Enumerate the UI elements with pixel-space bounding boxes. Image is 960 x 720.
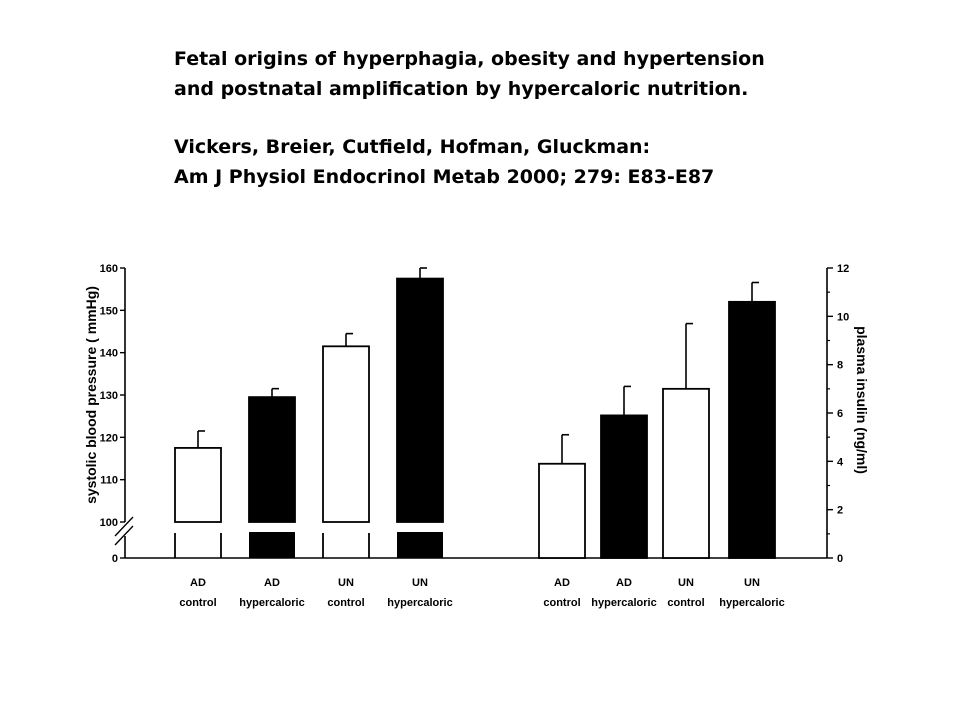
- left-category-sublabel: control: [327, 597, 364, 609]
- right-category-sublabel: control: [667, 597, 704, 609]
- left-category-sublabel: hypercaloric: [387, 597, 452, 609]
- left-bar: [248, 396, 296, 523]
- left-category-label: UN: [412, 577, 428, 589]
- right-y-tick-label: 0: [837, 553, 843, 565]
- left-category-label: AD: [264, 577, 280, 589]
- right-y-tick-label: 10: [837, 311, 849, 323]
- right-bar: [600, 414, 648, 559]
- right-bar: [538, 462, 586, 559]
- axis-break-mark: [114, 516, 134, 537]
- right-bar: [728, 300, 776, 559]
- left-category-sublabel: control: [179, 597, 216, 609]
- left-bar: [396, 277, 444, 523]
- left-category-sublabel: hypercaloric: [239, 597, 304, 609]
- right-y-tick-label: 6: [837, 408, 843, 420]
- left-bar: [174, 447, 222, 523]
- left-bar: [322, 345, 370, 523]
- header-block: Fetal origins of hyperphagia, obesity an…: [174, 44, 934, 192]
- right-category-sublabel: control: [543, 597, 580, 609]
- left-y-tick-label: 0: [112, 553, 118, 565]
- left-y-tick-label: 150: [100, 305, 118, 317]
- right-category-sublabel: hypercaloric: [591, 597, 656, 609]
- right-y-tick-label: 8: [837, 360, 843, 372]
- right-panel-plasma-insulin: 0 2 4 6 8 10 12 plasma insulin (ng/ml) AD control…: [538, 263, 870, 609]
- title-line-1: Fetal origins of hyperphagia, obesity an…: [174, 48, 765, 70]
- left-y-tick-label: 120: [100, 432, 118, 444]
- left-y-tick-label: 160: [100, 263, 118, 275]
- title-line-2: and postnatal amplification by hypercalo…: [174, 78, 749, 100]
- authors-line: Vickers, Breier, Cutfield, Hofman, Gluck…: [174, 136, 651, 158]
- right-category-label: UN: [678, 577, 694, 589]
- left-category-label: AD: [190, 577, 206, 589]
- left-y-tick-label: 140: [100, 348, 118, 360]
- left-bar-lower: [397, 532, 443, 558]
- right-category-label: AD: [554, 577, 570, 589]
- citation-line: Am J Physiol Endocrinol Metab 2000; 279:…: [174, 166, 715, 188]
- left-bar-lower: [249, 532, 295, 558]
- right-category-label: AD: [616, 577, 632, 589]
- axis-break-mark: [114, 525, 134, 546]
- right-category-sublabel: hypercaloric: [719, 597, 784, 609]
- right-y-tick-label: 4: [837, 456, 844, 468]
- right-bar: [662, 387, 710, 559]
- left-y-tick-label: 110: [100, 475, 118, 487]
- right-category-label: UN: [744, 577, 760, 589]
- left-y-tick-label: 130: [100, 390, 118, 402]
- right-y-axis-label: plasma insulin (ng/ml): [854, 326, 870, 474]
- left-y-axis-label: systolic blood pressure ( mmHg): [83, 286, 99, 504]
- left-category-label: UN: [338, 577, 354, 589]
- right-y-tick-label: 2: [837, 505, 843, 517]
- left-y-tick-label: 100: [100, 517, 118, 529]
- right-y-tick-label: 12: [837, 263, 849, 275]
